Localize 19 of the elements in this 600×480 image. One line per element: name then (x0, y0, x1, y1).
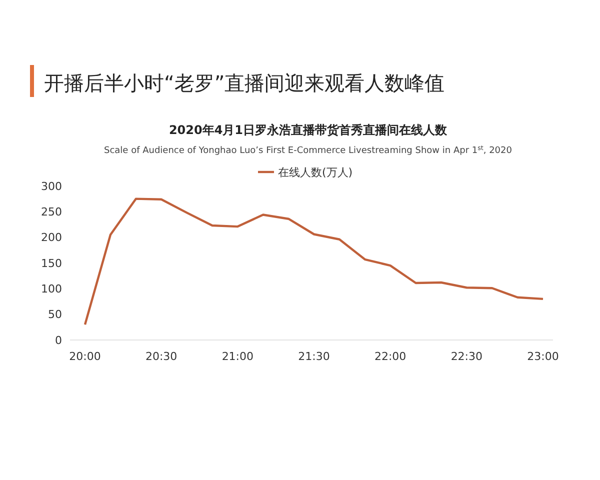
x-tick-label: 21:30 (298, 350, 330, 363)
x-tick-label: 22:30 (450, 350, 483, 363)
y-tick-label: 200 (41, 231, 62, 244)
x-tick-label: 20:00 (69, 350, 101, 363)
x-tick-label: 21:00 (222, 350, 254, 363)
y-tick-label: 250 (41, 206, 62, 219)
x-tick-label: 20:30 (145, 350, 178, 363)
line-series (84, 198, 544, 326)
y-tick-label: 0 (55, 334, 62, 347)
x-tick-label: 22:00 (374, 350, 406, 363)
chart-subtitle: 2020年4月1日罗永浩直播带货首秀直播间在线人数 (168, 123, 448, 137)
text: Scale of Audience of Yonghao Luo’s First E-Commerce Livestreaming Show in Apr 1$^{st}$, 2020 (104, 144, 512, 156)
chart-title: 开播后半小时“老罗”直播间迎来观看人数峰值 (44, 71, 445, 95)
x-tick-label: 23:00 (527, 350, 559, 363)
y-tick-label: 150 (41, 256, 62, 270)
y-tick-label: 50 (48, 308, 62, 322)
legend-label: 在线人数(万人) (278, 166, 353, 179)
y-tick-label: 300 (41, 180, 62, 193)
y-tick-label: 100 (41, 282, 62, 296)
